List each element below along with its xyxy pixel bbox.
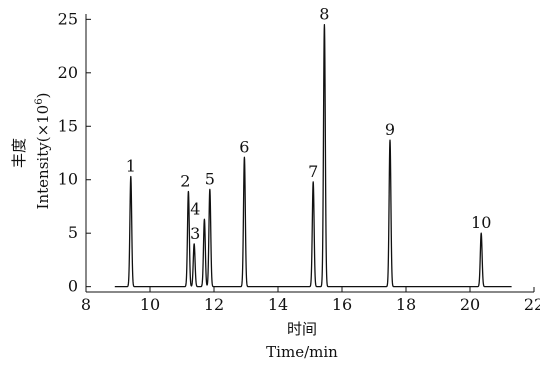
x-tick-label: 22: [524, 295, 540, 314]
x-tick-label: 10: [140, 295, 160, 314]
x-tick-label: 14: [268, 295, 288, 314]
peak-label-3: 3: [190, 224, 200, 243]
x-axis-title-en: Time/min: [266, 343, 338, 361]
peak-label-9: 9: [385, 120, 395, 139]
chromatogram-trace: [115, 25, 512, 287]
y-tick-label: 0: [68, 277, 78, 296]
x-tick-label: 20: [460, 295, 480, 314]
x-axis-ticks: 8 10 12 14 16 18 20 22: [81, 287, 540, 314]
peak-label-7: 7: [308, 162, 318, 181]
y-tick-label: 15: [58, 116, 78, 135]
x-tick-label: 16: [332, 295, 352, 314]
peak-labels: 1 2 3 45 6 7 8 9 10: [126, 5, 492, 243]
x-tick-label: 12: [204, 295, 224, 314]
y-axis-title-base: Intensity(×10: [34, 105, 52, 210]
y-axis-title-cn: 丰度: [10, 138, 28, 168]
peak-label-4: 4: [190, 199, 200, 218]
x-tick-label: 8: [81, 295, 91, 314]
peak-label-2: 2: [180, 171, 190, 190]
peak-label-1: 1: [126, 157, 136, 176]
y-axis-title-close: ): [34, 93, 52, 99]
y-tick-label: 5: [68, 223, 78, 242]
peak-label-5: 5: [205, 169, 215, 188]
peak-label-10: 10: [471, 213, 491, 232]
peak-label-8: 8: [319, 5, 329, 24]
y-tick-label: 25: [58, 9, 78, 28]
y-tick-label: 20: [58, 63, 78, 82]
x-tick-label: 18: [396, 295, 416, 314]
peak-label-6: 6: [239, 137, 249, 156]
y-axis-title-en: Intensity(×106): [34, 93, 52, 210]
axes: [86, 14, 534, 292]
y-tick-label: 10: [58, 170, 78, 189]
x-axis-title-cn: 时间: [287, 320, 317, 338]
